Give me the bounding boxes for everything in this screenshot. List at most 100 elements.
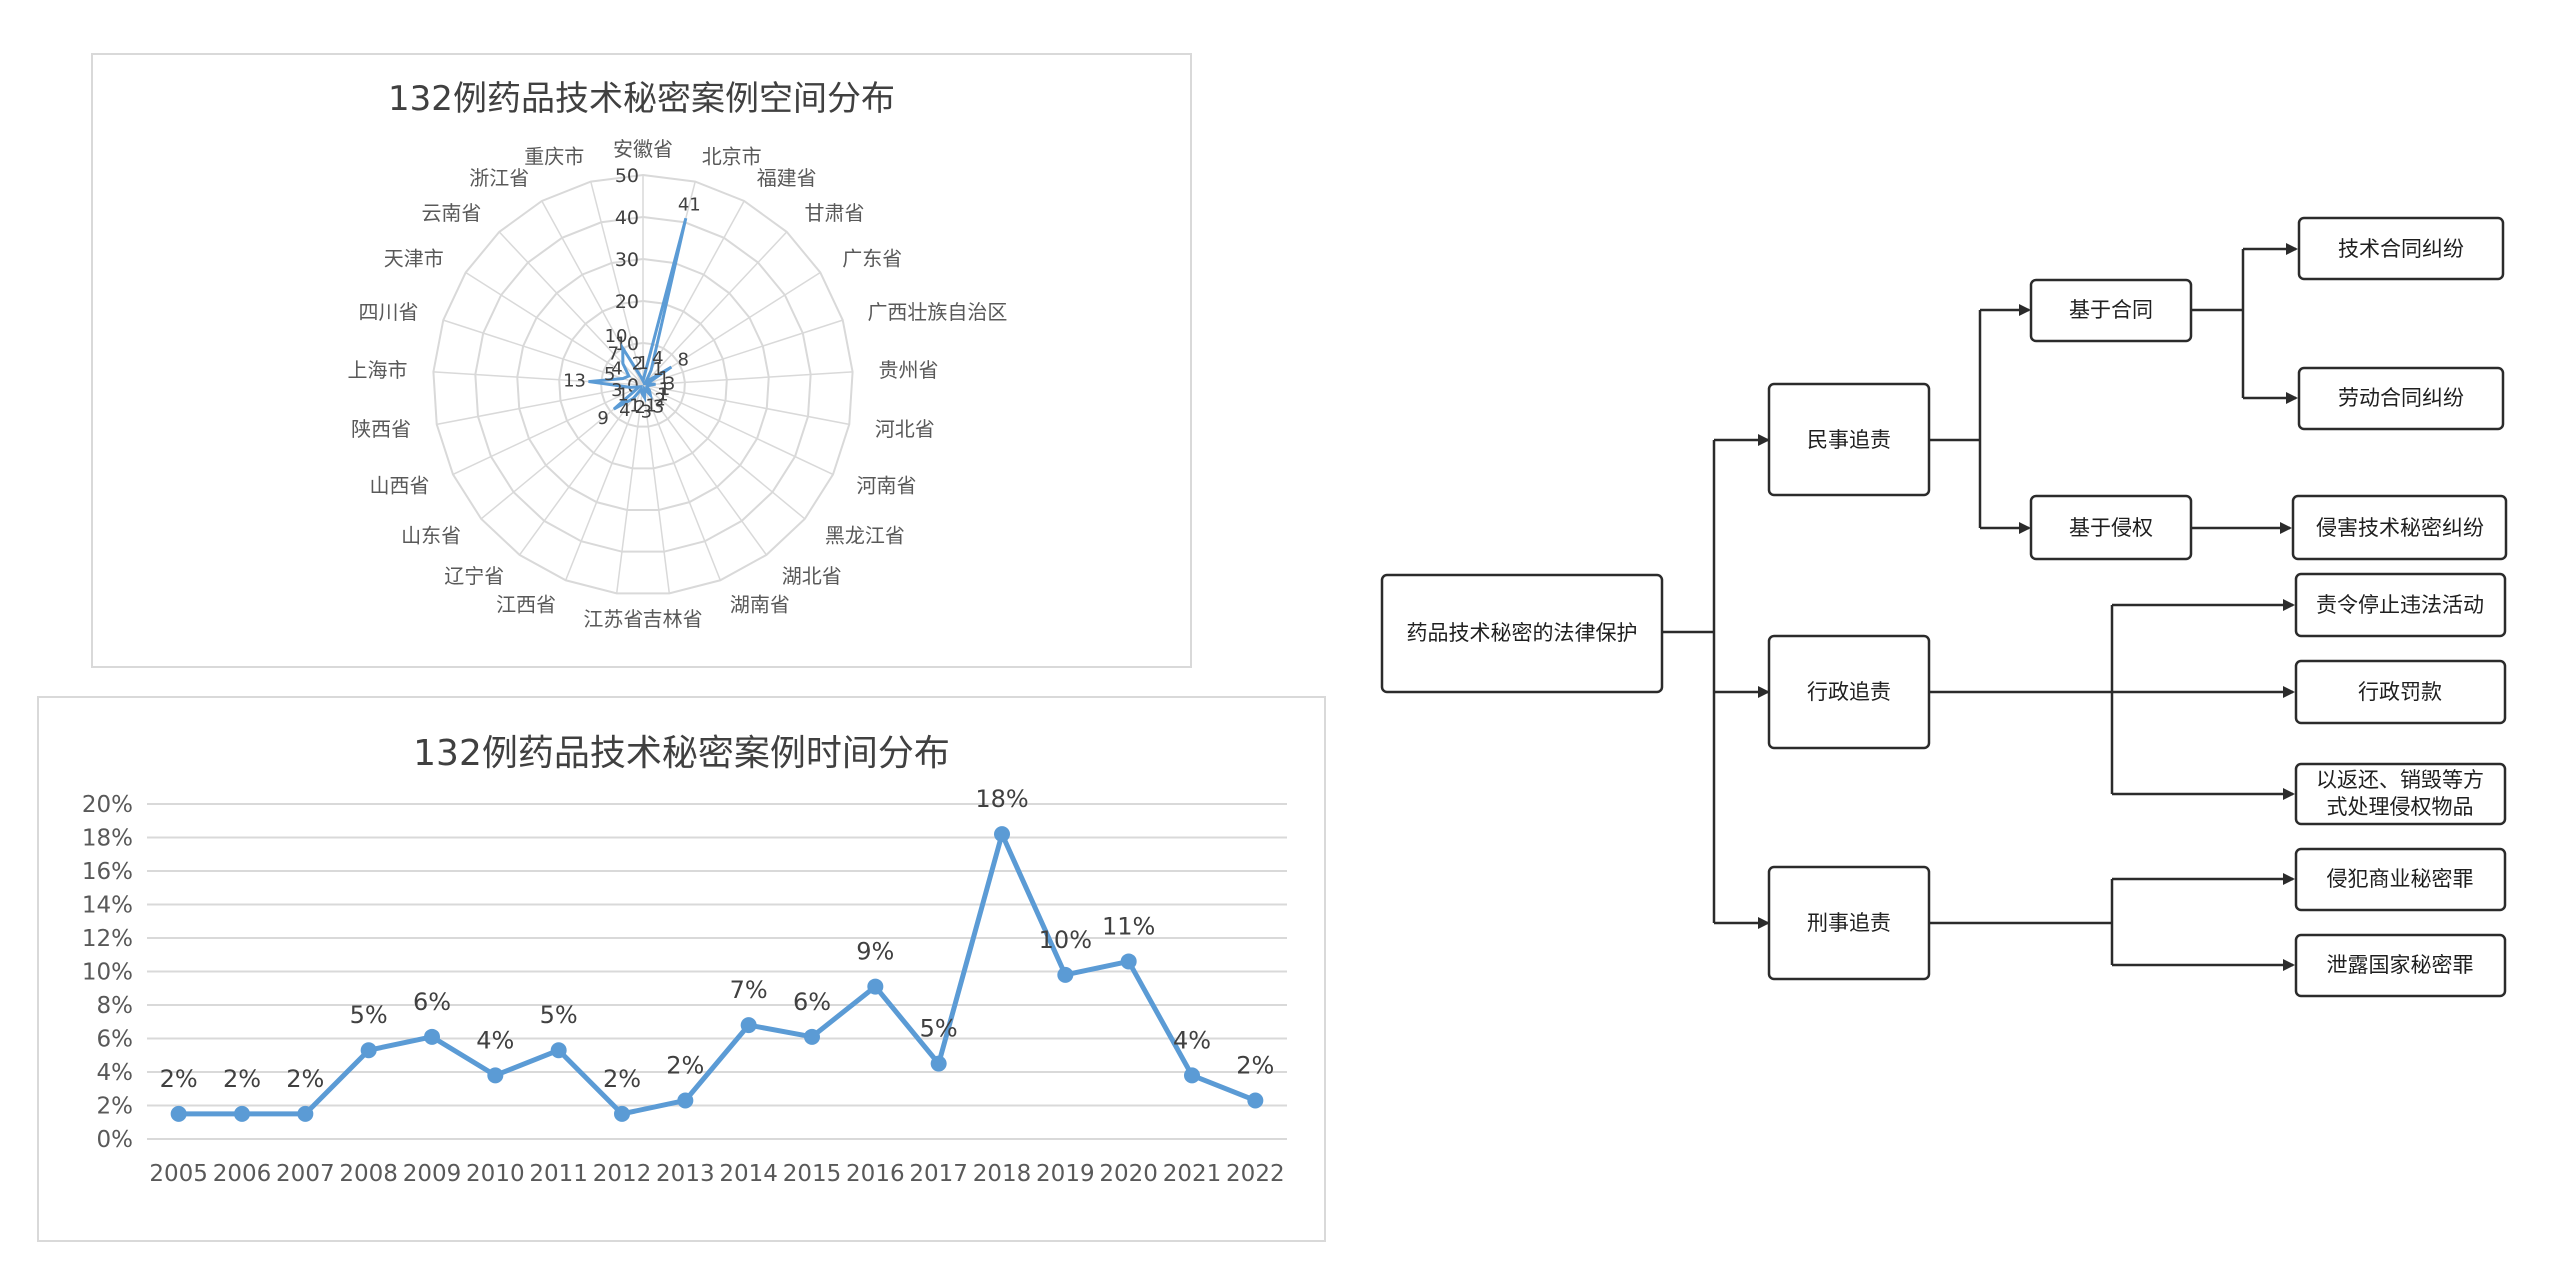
radar-category-label: 山西省 [369, 473, 429, 497]
radar-category-label: 甘肃省 [805, 201, 865, 225]
radar-data-label: 1 [657, 384, 668, 405]
y-tick-label: 8% [97, 993, 134, 1019]
flow-node-contract-label: 基于合同 [2069, 298, 2153, 322]
radar-spoke [642, 200, 745, 386]
radar-data-label: 1 [658, 368, 669, 389]
flow-leaf-crime-trade-label: 侵犯商业秘密罪 [2327, 867, 2474, 891]
line-data-label: 4% [476, 1026, 514, 1054]
flow-node-admin: 行政追责 [1767, 634, 1931, 750]
x-tick-label: 2012 [593, 1161, 652, 1187]
y-tick-label: 18% [82, 826, 133, 852]
radar-data-label: 1 [652, 359, 663, 380]
radar-spoke [518, 384, 644, 556]
y-tick-label: 16% [82, 859, 133, 885]
flow-leaf-dispose-label-1: 以返还、销毁等方 [2316, 768, 2484, 792]
radar-data-label: 5 [604, 364, 615, 385]
radar-data-label: 2 [655, 389, 666, 410]
flow-node-root: 药品技术秘密的法律保护 [1380, 573, 1664, 694]
line-data-label: 2% [1236, 1051, 1274, 1079]
x-tick-label: 2019 [1036, 1161, 1095, 1187]
line-data-label: 2% [666, 1051, 704, 1079]
line-data-label: 10% [1039, 926, 1092, 954]
radar-ring [432, 173, 854, 595]
line-data-label: 6% [413, 988, 451, 1016]
flow-leaf-tech-contract-label: 技术合同纠纷 [2338, 237, 2464, 261]
line-data-label: 2% [160, 1065, 198, 1093]
radar-data-label: 3 [664, 373, 675, 394]
line-point [804, 1028, 820, 1045]
x-tick-label: 2016 [846, 1161, 905, 1187]
radar-data-label: 9 [597, 408, 608, 429]
radar-spoke [615, 384, 644, 594]
flow-leaf-infringe: 侵害技术秘密纠纷 [2291, 494, 2508, 561]
radar-data-label: 41 [678, 195, 701, 216]
radar-spoke [452, 384, 644, 476]
radar-data-label: 1 [637, 353, 648, 374]
line-data-label: 4% [1173, 1026, 1211, 1054]
line-point [424, 1028, 440, 1045]
radar-tick-label: 10 [615, 333, 639, 355]
flow-node-criminal-label: 刑事追责 [1807, 911, 1891, 935]
x-tick-label: 2005 [149, 1161, 208, 1187]
x-tick-label: 2018 [973, 1161, 1032, 1187]
radar-category-label: 贵州省 [879, 358, 939, 382]
flow-leaf-stop: 责令停止违法活动 [2294, 572, 2507, 638]
radar-spoke [642, 384, 671, 594]
radar-chart-title: 132例药品技术秘密案例空间分布 [388, 79, 895, 119]
radar-category-label: 湖北省 [782, 564, 842, 588]
radar-category-label: 福建省 [757, 166, 817, 190]
line-chart: 0% 2% 4% 6% 8% 10% 12% 14% 16% 18% 20% 2005 2006 2007… [82, 785, 1287, 1187]
radar-ring [516, 257, 770, 512]
line-point [994, 826, 1010, 843]
radar-ring [600, 341, 686, 428]
radar-category-label: 广西壮族自治区 [867, 300, 1007, 324]
radar-category-label: 上海市 [347, 358, 407, 382]
y-tick-label: 0% [97, 1127, 134, 1153]
flow-leaf-dispose: 以返还、销毁等方 式处理侵权物品 [2294, 762, 2507, 826]
radar-category-label: 河北省 [875, 417, 935, 441]
radar-spoke [436, 384, 644, 426]
flow-leaf-tech-contract: 技术合同纠纷 [2297, 216, 2505, 281]
radar-data-label: 13 [563, 371, 586, 392]
radar-spoke [642, 384, 834, 476]
flow-node-civil-label: 民事追责 [1807, 428, 1891, 452]
radar-spoke [642, 271, 821, 386]
radar-spoke [465, 271, 644, 386]
radar-ring [474, 215, 812, 553]
line-data-label: 6% [793, 988, 831, 1016]
radar-chart-panel: 132例药品技术秘密案例空间分布 0 10 20 30 40 50 1 41 4 1 8 1 3 1 1 2 3… [91, 53, 1192, 668]
radar-data-label: 7 [608, 343, 619, 364]
radar-tick-label: 20 [615, 291, 639, 313]
radar-category-label: 四川省 [359, 300, 419, 324]
radar-spoke [443, 319, 644, 386]
radar-spoke [642, 384, 768, 556]
x-tick-label: 2015 [783, 1161, 842, 1187]
radar-category-label: 北京市 [702, 144, 762, 168]
line-data-label: 7% [730, 976, 768, 1004]
x-tick-label: 2013 [656, 1161, 715, 1187]
line-point [170, 1105, 187, 1122]
line-series [178, 831, 1257, 1117]
x-tick-label: 2006 [213, 1161, 272, 1187]
radar-category-label: 云南省 [421, 201, 481, 225]
flow-leaf-fine: 行政罚款 [2294, 659, 2507, 725]
flow-node-root-label: 药品技术秘密的法律保护 [1407, 621, 1638, 645]
radar-data-label: 10 [605, 326, 628, 347]
x-tick-label: 2011 [529, 1161, 588, 1187]
radar-category-label: 湖南省 [730, 592, 790, 616]
radar-data-label: 2 [634, 397, 645, 418]
flow-node-tort: 基于侵权 [2029, 494, 2193, 561]
flow-connectors [1662, 243, 2298, 971]
flow-node-admin-label: 行政追责 [1807, 680, 1891, 704]
line-data-label: 5% [920, 1015, 958, 1043]
flow-leaf-labor-contract-label: 劳动合同纠纷 [2338, 386, 2464, 410]
x-tick-label: 2017 [909, 1161, 968, 1187]
radar-data-label: 1 [659, 379, 670, 400]
radar-data-label: 3 [611, 380, 622, 401]
radar-category-label: 江苏省 [583, 607, 643, 631]
radar-spoke [590, 181, 644, 386]
y-tick-label: 14% [82, 893, 133, 919]
radar-spoke [642, 384, 850, 426]
